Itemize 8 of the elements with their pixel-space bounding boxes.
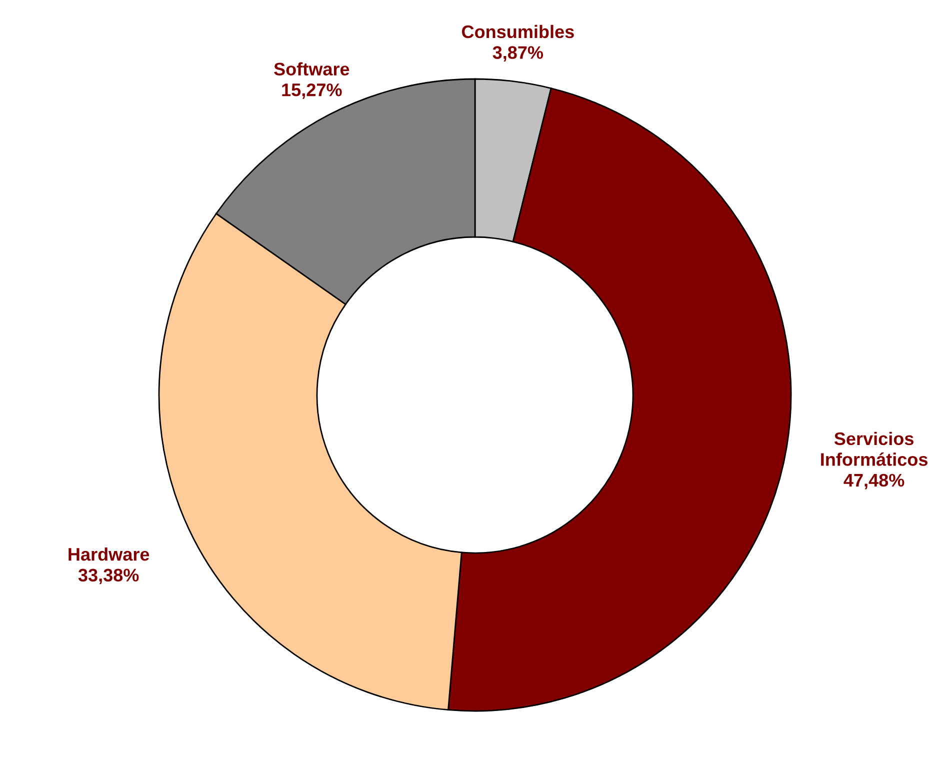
slice-label: Hardware <box>68 548 150 561</box>
data-label: 3,87% <box>492 46 544 62</box>
data-label: 33,38% <box>78 568 139 584</box>
slice-label: Software <box>274 62 350 76</box>
slice-label: Consumibles <box>462 24 574 38</box>
slice-label: Servicios Informáticos <box>821 432 928 466</box>
data-label: 15,27% <box>282 83 342 99</box>
data-label: 47,48% <box>844 474 904 490</box>
